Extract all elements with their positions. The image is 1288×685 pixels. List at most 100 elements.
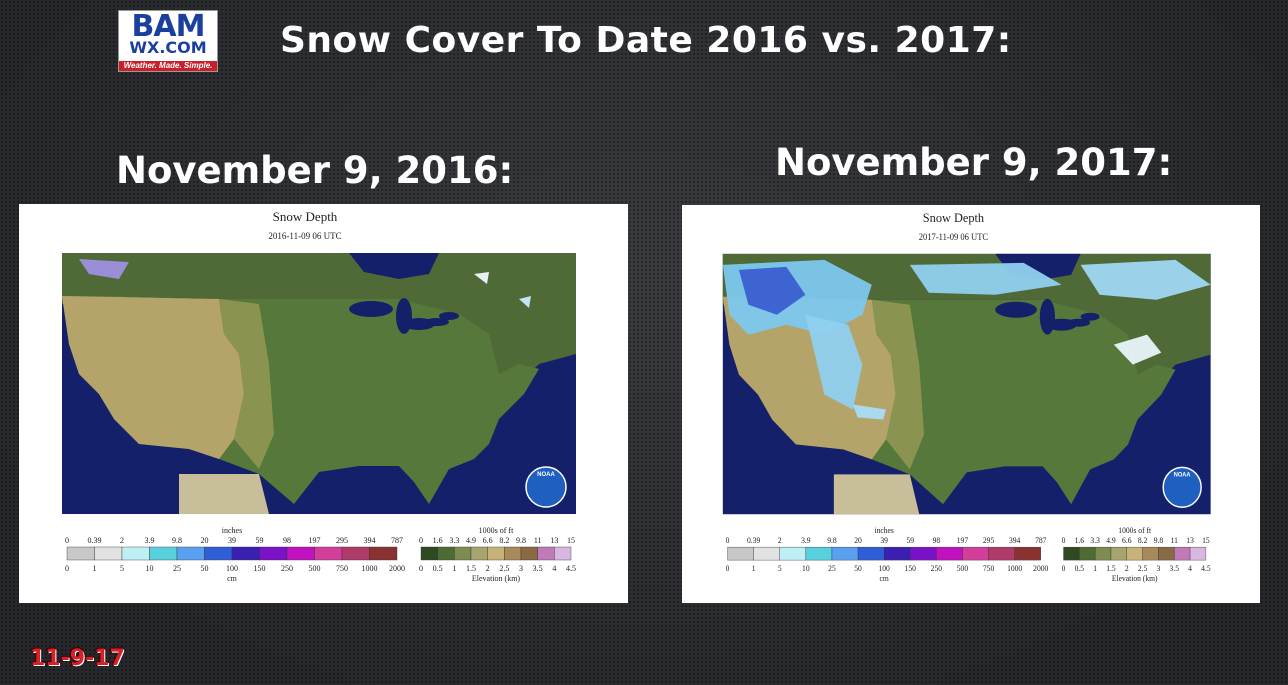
snow-area — [852, 404, 887, 420]
logo: BAM WX.COM Weather. Made. Simple. — [118, 10, 218, 72]
legend-label: 2 — [486, 564, 490, 573]
legend-label: 8.2 — [499, 536, 509, 545]
legend-label: 98 — [283, 536, 291, 545]
legend-swatch — [286, 546, 315, 561]
legend-label: 500 — [309, 564, 321, 573]
map-panel: Snow Depth 2016-11-09 06 UTC NOAA 0 0 0.39 1 2 5… — [19, 204, 628, 603]
legend-swatch — [1189, 546, 1207, 561]
legend-label: 0 — [726, 536, 730, 545]
plains — [219, 299, 274, 469]
snow-area — [474, 272, 489, 284]
slide-date: 11-9-17 — [30, 646, 125, 671]
legend-label: 3 — [1157, 564, 1161, 573]
snow-area — [909, 262, 1062, 295]
agency-text: NOAA — [1174, 472, 1191, 478]
legend-swatch — [454, 546, 472, 561]
legend-label: 6.6 — [1122, 536, 1132, 545]
legend-label: 3.9 — [145, 536, 155, 545]
legend-label: 1.5 — [1106, 564, 1116, 573]
legend-label: 4.9 — [1106, 536, 1116, 545]
legend-swatch — [176, 546, 205, 561]
legend-swatch — [883, 546, 911, 561]
panel-label: November 9, 2017: — [775, 141, 1173, 184]
legend-label: 8.2 — [1138, 536, 1148, 545]
map-title: Snow Depth — [923, 211, 985, 225]
legend-swatch — [204, 546, 233, 561]
legend-swatch — [936, 546, 963, 561]
legend-label: 4.5 — [1201, 564, 1211, 573]
legend-swatch — [1110, 546, 1127, 561]
legend-swatch — [121, 546, 150, 561]
legend-label: 25 — [173, 564, 181, 573]
legend-unit: 1000s of ft — [1118, 526, 1152, 535]
legend-label: 9.8 — [1154, 536, 1164, 545]
legend-label: 10 — [146, 564, 154, 573]
legend-swatch — [1174, 546, 1191, 561]
snow-area — [1113, 334, 1162, 365]
legend-label: 9.8 — [827, 536, 837, 545]
snow-area — [738, 266, 806, 315]
legend-swatch — [470, 546, 488, 561]
legend-label: 500 — [957, 564, 968, 573]
legend-swatch — [1079, 546, 1096, 561]
legend-label: 59 — [906, 536, 914, 545]
legend-label: 1 — [93, 564, 97, 573]
legend-swatch — [988, 546, 1015, 561]
legend-swatch — [554, 546, 572, 561]
legend-label: 3.3 — [449, 536, 459, 545]
west-tan — [62, 296, 244, 459]
legend-swatch — [831, 546, 859, 561]
legend-label: 5 — [778, 564, 782, 573]
legend-label: 197 — [957, 536, 968, 545]
map: NOAA — [722, 253, 1211, 515]
legend-label: 9.8 — [172, 536, 182, 545]
legend-label: 295 — [336, 536, 348, 545]
logo-tagline: Weather. Made. Simple. — [119, 61, 217, 71]
legend-label: 98 — [933, 536, 941, 545]
legend-label: 50 — [854, 564, 862, 573]
slide-title: Snow Cover To Date 2016 vs. 2017: — [280, 20, 1012, 61]
legend-label: 3 — [519, 564, 523, 573]
legend-swatch — [94, 546, 123, 561]
legend-label: 59 — [256, 536, 264, 545]
agency-logo — [525, 466, 567, 508]
legend-swatch — [66, 546, 95, 561]
legend-label: 250 — [931, 564, 942, 573]
legend-swatch — [314, 546, 343, 561]
great-lake — [1080, 312, 1100, 321]
legend-swatch — [805, 546, 833, 561]
mexico — [179, 474, 269, 514]
legend-label: 394 — [1009, 536, 1020, 545]
legend-label: 20 — [854, 536, 862, 545]
snow-area — [519, 296, 531, 308]
logo-brand: BAM — [131, 10, 206, 44]
legend-swatch — [520, 546, 538, 561]
legend-label: 1.6 — [433, 536, 443, 545]
legend-label: 3.5 — [533, 564, 543, 573]
legend-label: 0.5 — [1075, 564, 1085, 573]
snow-area — [1080, 259, 1211, 300]
legend-label: 2 — [1125, 564, 1129, 573]
great-lake — [995, 301, 1037, 318]
legend-label: 2000 — [389, 564, 405, 573]
snow-area — [79, 259, 129, 279]
legend-label: 2000 — [1033, 564, 1048, 573]
legend-swatch — [1014, 546, 1041, 561]
legend-label: 5 — [120, 564, 124, 573]
legend-label: 1.6 — [1075, 536, 1085, 545]
legend-label: 787 — [1035, 536, 1046, 545]
map-date: 2017-11-09 06 UTC — [919, 232, 988, 242]
legend-label: 11 — [1171, 536, 1178, 545]
legend-label: 0 — [419, 536, 423, 545]
legend-unit: cm — [227, 574, 238, 583]
legend-swatch — [369, 546, 398, 561]
mexico — [833, 474, 920, 515]
legend-label: 4.9 — [466, 536, 476, 545]
legend-unit: cm — [880, 574, 889, 583]
legend-label: 0.39 — [747, 536, 760, 545]
legend-swatch — [753, 546, 780, 561]
legend-swatch — [1094, 546, 1112, 561]
map-title: Snow Depth — [273, 209, 338, 224]
legend-label: 11 — [534, 536, 542, 545]
